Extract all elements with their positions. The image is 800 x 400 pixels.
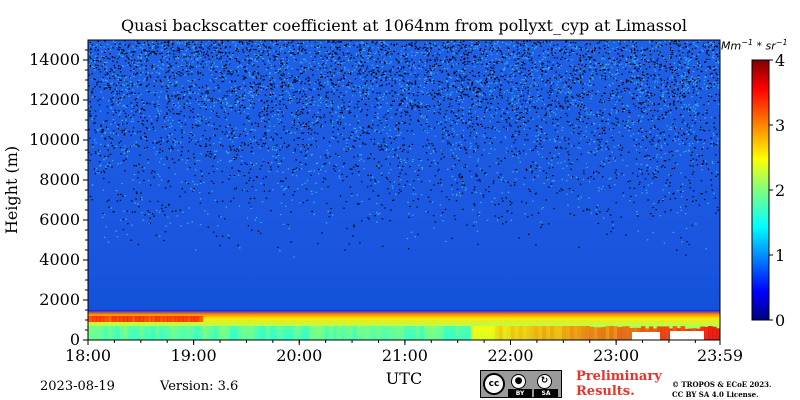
heatmap-area (88, 40, 720, 340)
x-axis-label: UTC (386, 369, 422, 388)
y-tick-label: 4000 (39, 250, 80, 269)
x-tick-label: 21:00 (382, 346, 428, 365)
y-axis: 0 2000 4000 6000 8000 10000 12000 14000 (29, 49, 88, 349)
x-tick-label: 23:00 (593, 346, 639, 365)
colorbar-unit-label: Mm−1 * sr−1 (721, 38, 788, 53)
preliminary-note: Preliminary Results. (576, 369, 662, 399)
y-tick-label: 10000 (29, 130, 80, 149)
y-tick-label: 8000 (39, 170, 80, 189)
cc-icon: cc (483, 373, 505, 395)
colorbar-tick-label: 0 (775, 311, 785, 330)
x-tick-label: 23:59 (697, 346, 743, 365)
footer-version: Version: 3.6 (160, 379, 239, 394)
heatmap-background (88, 40, 720, 340)
colorbar-tick-label: 1 (775, 246, 785, 265)
x-tick-label: 18:00 (65, 346, 111, 365)
cc-by-label: BY (508, 389, 532, 398)
x-tick-label: 20:00 (276, 346, 322, 365)
y-tick-label: 0 (70, 330, 80, 349)
x-tick-label: 22:00 (487, 346, 533, 365)
share-alike-icon: ↻ (537, 374, 552, 389)
colorbar-tick-label: 3 (775, 116, 785, 135)
footer-date: 2023-08-19 (40, 379, 115, 394)
x-axis: 18:00 19:00 20:00 21:00 22:00 23:00 23:59 (65, 340, 743, 365)
colorbar-tick-label: 4 (775, 51, 785, 70)
license-note: © TROPOS & ECoE 2023. CC BY SA 4.0 Licen… (672, 380, 772, 399)
cc-sa-label: SA (534, 389, 558, 398)
missing-data-patch (632, 332, 660, 340)
y-tick-label: 12000 (29, 90, 80, 109)
missing-data-patch (670, 331, 704, 340)
colorbar-axis: 0 1 2 3 4 (769, 51, 785, 330)
cc-license-logo: cc ● ↻ BY SA (480, 370, 562, 398)
y-tick-label: 2000 (39, 290, 80, 309)
person-icon: ● (511, 374, 526, 389)
y-tick-label: 14000 (29, 50, 80, 69)
y-tick-label: 6000 (39, 210, 80, 229)
y-axis-label: Height (m) (2, 146, 21, 234)
chart-title: Quasi backscatter coefficient at 1064nm … (121, 16, 687, 35)
colorbar-tick-label: 2 (775, 181, 785, 200)
x-tick-label: 19:00 (171, 346, 217, 365)
colorbar (751, 59, 770, 321)
